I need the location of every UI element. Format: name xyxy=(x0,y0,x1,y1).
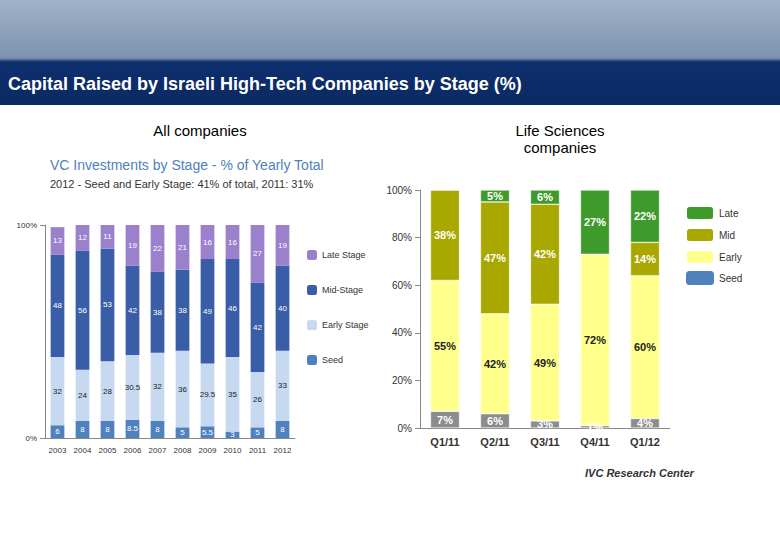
svg-text:16: 16 xyxy=(203,238,212,247)
svg-text:0%: 0% xyxy=(398,423,413,434)
svg-text:Q4/11: Q4/11 xyxy=(580,436,609,448)
svg-text:2005: 2005 xyxy=(99,446,117,455)
svg-text:100%: 100% xyxy=(17,221,37,230)
svg-text:80%: 80% xyxy=(392,232,412,243)
svg-text:8.5: 8.5 xyxy=(127,424,139,433)
svg-text:72%: 72% xyxy=(584,334,606,346)
html-text:All companies: All companies xyxy=(153,122,247,139)
svg-text:8: 8 xyxy=(280,425,285,434)
svg-text:Q2/11: Q2/11 xyxy=(480,436,509,448)
svg-text:5%: 5% xyxy=(487,190,503,202)
svg-text:30.5: 30.5 xyxy=(125,383,141,392)
svg-text:5: 5 xyxy=(255,428,260,437)
svg-text:6: 6 xyxy=(55,427,60,436)
svg-text:Seed: Seed xyxy=(719,273,742,284)
svg-text:40%: 40% xyxy=(392,327,412,338)
svg-text:Q1/11: Q1/11 xyxy=(430,436,459,448)
svg-text:2009: 2009 xyxy=(199,446,217,455)
svg-text:8: 8 xyxy=(80,425,85,434)
svg-text:2003: 2003 xyxy=(49,446,67,455)
svg-text:7%: 7% xyxy=(437,414,453,426)
svg-text:Mid: Mid xyxy=(719,230,735,241)
svg-text:2008: 2008 xyxy=(174,446,192,455)
svg-text:42%: 42% xyxy=(534,248,556,260)
html-text:Capital Raised by Israeli High: Capital Raised by Israeli High-Tech Comp… xyxy=(8,74,522,94)
svg-text:3%: 3% xyxy=(537,418,553,430)
svg-text:38%: 38% xyxy=(434,229,456,241)
svg-text:8: 8 xyxy=(155,425,160,434)
svg-text:24: 24 xyxy=(78,391,87,400)
svg-text:1%: 1% xyxy=(587,421,603,433)
svg-text:Early: Early xyxy=(719,252,742,263)
svg-text:6%: 6% xyxy=(487,415,503,427)
svg-text:26: 26 xyxy=(253,395,262,404)
svg-text:40: 40 xyxy=(278,304,287,313)
svg-text:60%: 60% xyxy=(634,341,656,353)
svg-text:22: 22 xyxy=(153,244,162,253)
svg-text:29.5: 29.5 xyxy=(200,390,216,399)
svg-text:36: 36 xyxy=(178,385,187,394)
svg-text:21: 21 xyxy=(178,243,187,252)
svg-text:27%: 27% xyxy=(584,216,606,228)
svg-text:11: 11 xyxy=(103,232,112,241)
svg-text:60%: 60% xyxy=(392,280,412,291)
svg-text:35: 35 xyxy=(228,390,237,399)
svg-text:2006: 2006 xyxy=(124,446,142,455)
svg-text:49: 49 xyxy=(203,307,212,316)
svg-text:14%: 14% xyxy=(634,253,656,265)
svg-text:16: 16 xyxy=(228,238,237,247)
svg-text:48: 48 xyxy=(53,301,62,310)
svg-text:Late Stage: Late Stage xyxy=(322,250,366,260)
svg-text:5: 5 xyxy=(180,428,185,437)
svg-text:19: 19 xyxy=(278,241,287,250)
svg-text:2012 - Seed and Early Stage: 4: 2012 - Seed and Early Stage: 41% of tota… xyxy=(50,178,314,190)
svg-text:42: 42 xyxy=(128,306,137,315)
svg-text:IVC Research Center: IVC Research Center xyxy=(585,467,695,479)
svg-text:12: 12 xyxy=(78,233,87,242)
svg-text:42: 42 xyxy=(253,323,262,332)
svg-text:53: 53 xyxy=(103,300,112,309)
svg-text:Mid-Stage: Mid-Stage xyxy=(322,285,363,295)
svg-text:0%: 0% xyxy=(25,434,37,443)
svg-text:5.5: 5.5 xyxy=(202,428,214,437)
svg-text:47%: 47% xyxy=(484,252,506,264)
svg-text:2004: 2004 xyxy=(74,446,92,455)
svg-text:49%: 49% xyxy=(534,357,556,369)
svg-text:Seed: Seed xyxy=(322,355,343,365)
svg-text:56: 56 xyxy=(78,306,87,315)
svg-text:3: 3 xyxy=(230,430,235,439)
svg-text:2007: 2007 xyxy=(149,446,167,455)
svg-text:Early Stage: Early Stage xyxy=(322,320,369,330)
svg-text:42%: 42% xyxy=(484,358,506,370)
svg-text:13: 13 xyxy=(53,236,62,245)
svg-text:33: 33 xyxy=(278,381,287,390)
svg-text:38: 38 xyxy=(178,306,187,315)
svg-text:20%: 20% xyxy=(392,375,412,386)
svg-text:38: 38 xyxy=(153,308,162,317)
svg-text:6%: 6% xyxy=(537,191,553,203)
svg-text:46: 46 xyxy=(228,304,237,313)
svg-text:27: 27 xyxy=(253,249,262,258)
svg-text:4%: 4% xyxy=(637,417,653,429)
svg-text:Q3/11: Q3/11 xyxy=(530,436,559,448)
svg-text:2011: 2011 xyxy=(249,446,267,455)
svg-text:19: 19 xyxy=(128,241,137,250)
svg-text:32: 32 xyxy=(53,387,62,396)
svg-text:VC Investments by Stage - % of: VC Investments by Stage - % of Yearly To… xyxy=(50,157,324,173)
svg-text:22%: 22% xyxy=(634,210,656,222)
svg-text:2012: 2012 xyxy=(274,446,292,455)
svg-text:Q1/12: Q1/12 xyxy=(630,436,660,448)
svg-text:8: 8 xyxy=(105,425,110,434)
svg-text:32: 32 xyxy=(153,382,162,391)
svg-text:28: 28 xyxy=(103,387,112,396)
svg-text:2010: 2010 xyxy=(224,446,242,455)
html-text:Life Sciences companies: Life Sciences companies xyxy=(515,122,605,156)
svg-text:55%: 55% xyxy=(434,340,456,352)
svg-text:100%: 100% xyxy=(386,185,412,196)
svg-text:Late: Late xyxy=(719,208,739,219)
